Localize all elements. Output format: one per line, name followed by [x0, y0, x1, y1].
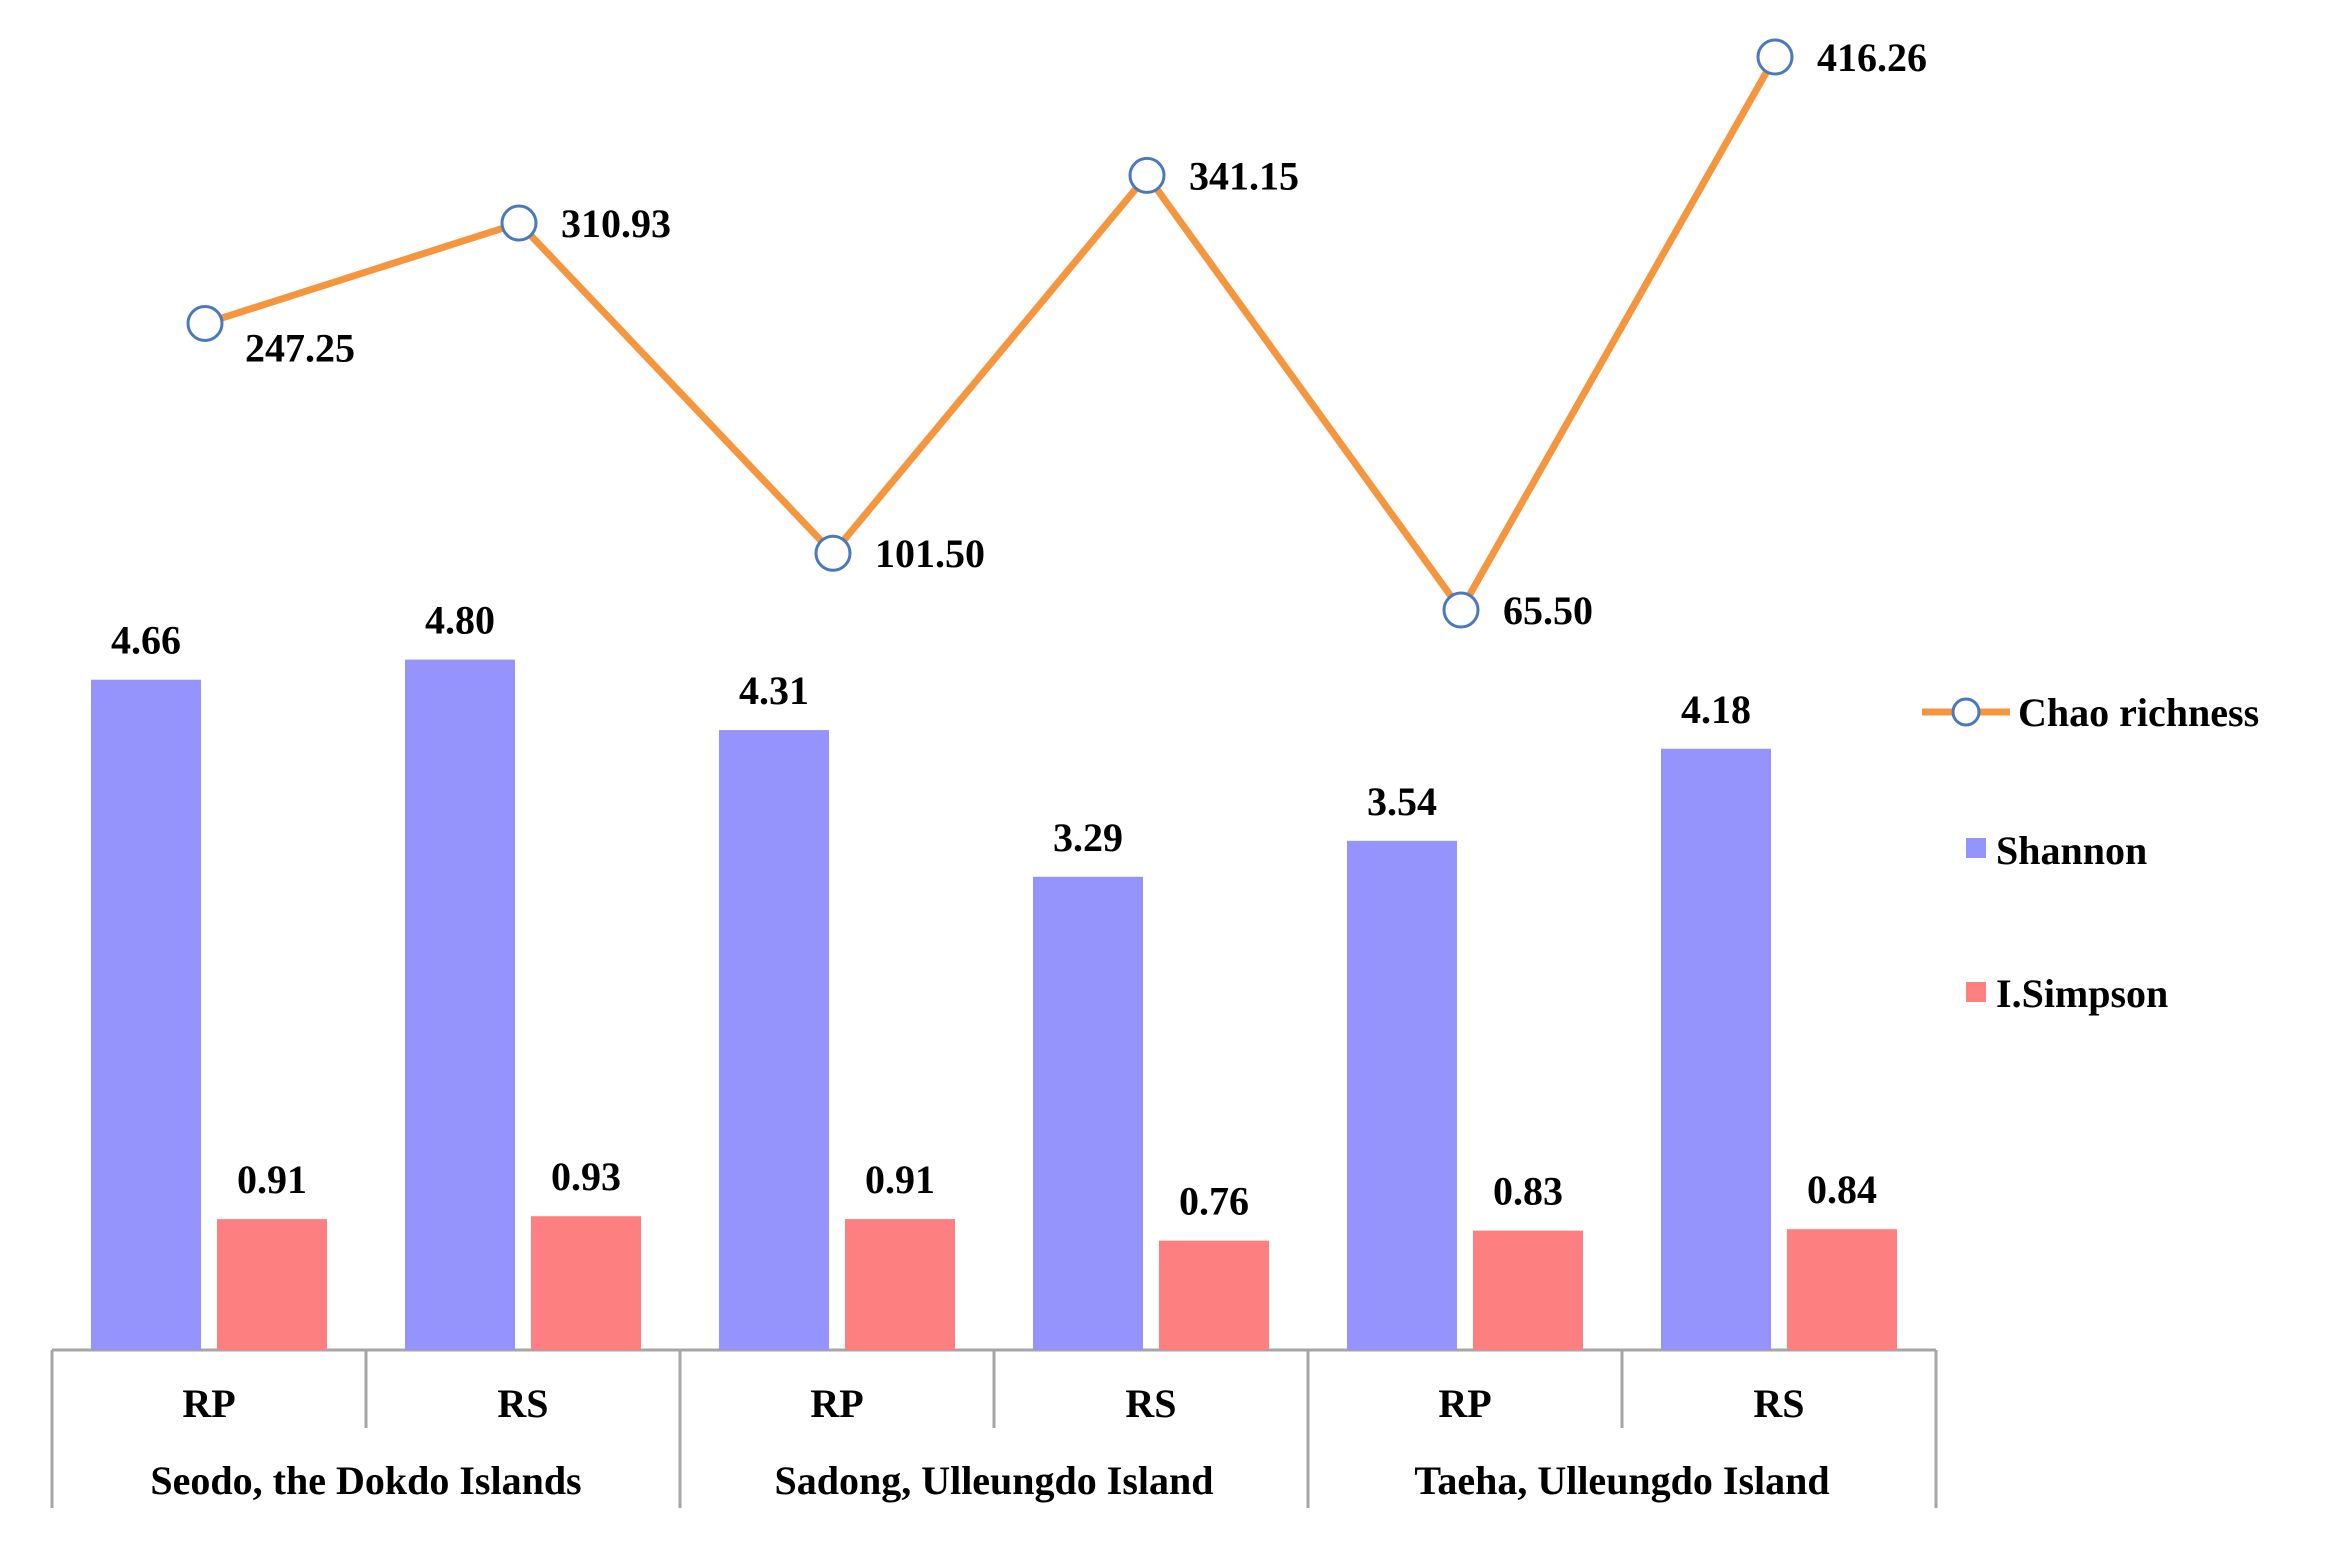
bar-shannon-5: [1661, 748, 1771, 1350]
group-label-2: Taeha, Ulleungdo Island: [1414, 1458, 1829, 1503]
label-simpson-4: 0.83: [1493, 1169, 1563, 1214]
group-label-1: Sadong, Ulleungdo Island: [774, 1458, 1213, 1503]
bar-simpson-4: [1473, 1230, 1583, 1350]
label-chao-4: 65.50: [1503, 588, 1593, 633]
category-label-2: RP: [810, 1381, 863, 1426]
bar-shannon-3: [1033, 876, 1143, 1350]
label-shannon-0: 4.66: [111, 618, 181, 663]
label-shannon-1: 4.80: [425, 598, 495, 643]
bar-series: [91, 659, 1897, 1350]
group-label-0: Seodo, the Dokdo Islands: [150, 1458, 581, 1503]
label-simpson-2: 0.91: [865, 1157, 935, 1202]
bar-simpson-3: [1159, 1240, 1269, 1350]
legend-marker-swatch: [1951, 697, 1981, 727]
label-chao-5: 416.26: [1817, 35, 1927, 80]
chao-point-1: [500, 204, 538, 242]
chao-line: [203, 55, 1779, 617]
bar-simpson-1: [531, 1216, 641, 1350]
label-chao-0: 247.25: [245, 325, 355, 370]
chao-line-series: 247.25 310.93 101.50 341.15 65.50 416.26: [186, 35, 1927, 633]
bar-value-labels: 4.66 0.91 4.80 0.93 4.31 0.91 3.29 0.76 3.54 0.83…: [111, 598, 1877, 1224]
category-label-0: RP: [182, 1381, 235, 1426]
legend-label-simpson: I.Simpson: [1996, 971, 2168, 1016]
label-simpson-5: 0.84: [1807, 1167, 1877, 1212]
category-label-3: RS: [1125, 1381, 1176, 1426]
bar-simpson-0: [217, 1219, 327, 1350]
label-simpson-1: 0.93: [551, 1154, 621, 1199]
chao-point-3: [1128, 156, 1166, 194]
bar-simpson-2: [845, 1219, 955, 1350]
category-labels: RP RS RP RS RP RS Seodo, the Dokdo Islands Sado…: [150, 1381, 1829, 1503]
legend-swatch-simpson: [1966, 982, 1986, 1002]
label-shannon-2: 4.31: [739, 668, 809, 713]
label-simpson-3: 0.76: [1179, 1179, 1249, 1224]
bar-simpson-5: [1787, 1229, 1897, 1350]
category-label-5: RS: [1753, 1381, 1804, 1426]
label-chao-2: 101.50: [875, 531, 985, 576]
label-shannon-5: 4.18: [1681, 687, 1751, 732]
legend-label-chao: Chao richness: [2018, 690, 2259, 735]
legend: Chao richness Shannon I.Simpson: [1922, 690, 2259, 1016]
legend-label-shannon: Shannon: [1996, 828, 2147, 873]
legend-swatch-shannon: [1966, 838, 1986, 858]
category-axis: [50, 1348, 1938, 1508]
chao-point-4: [1442, 591, 1480, 629]
category-label-4: RP: [1438, 1381, 1491, 1426]
label-shannon-4: 3.54: [1367, 779, 1437, 824]
label-simpson-0: 0.91: [237, 1157, 307, 1202]
label-chao-1: 310.93: [561, 201, 671, 246]
label-chao-3: 341.15: [1189, 153, 1299, 198]
label-shannon-3: 3.29: [1053, 815, 1123, 860]
bar-shannon-1: [405, 659, 515, 1350]
chao-point-2: [814, 534, 852, 572]
chao-point-0: [186, 304, 224, 342]
bar-shannon-4: [1347, 840, 1457, 1350]
chao-point-5: [1756, 38, 1794, 76]
bar-shannon-0: [91, 679, 201, 1350]
category-label-1: RS: [497, 1381, 548, 1426]
bar-shannon-2: [719, 730, 829, 1350]
